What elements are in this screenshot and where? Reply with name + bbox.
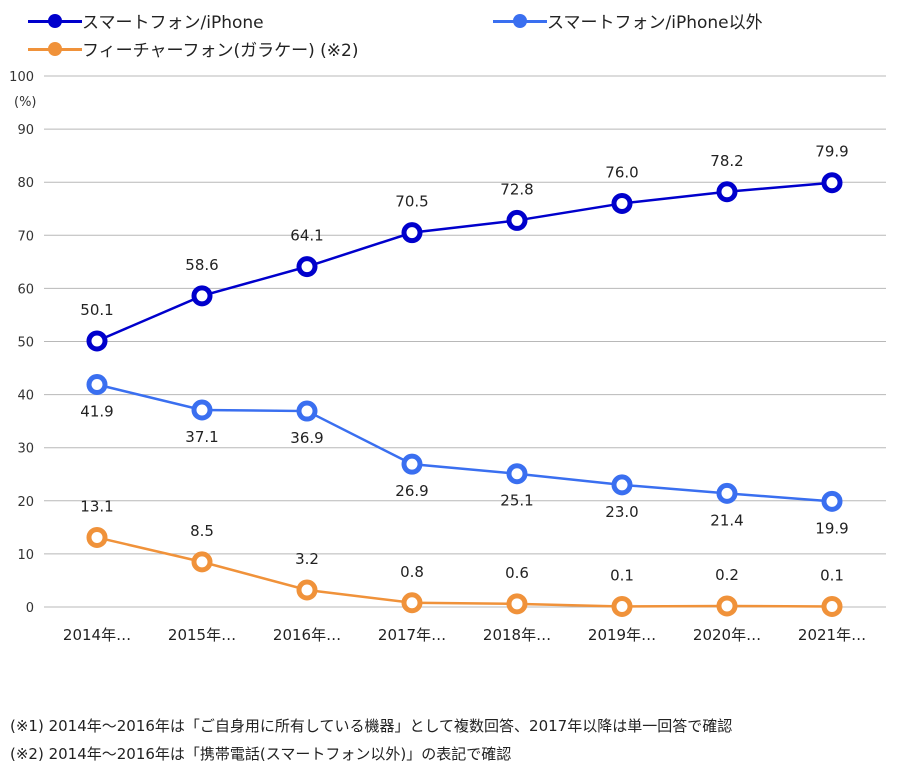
data-point: [296, 256, 318, 278]
data-point: [86, 526, 108, 548]
data-point: [401, 453, 423, 475]
footnotes: (※1) 2014年～2016年は「ご自身用に所有している機器」として複数回答、…: [10, 712, 732, 768]
x-tick-label: 2014年…: [63, 626, 131, 644]
data-label: 3.2: [295, 550, 319, 568]
data-point: [716, 181, 738, 203]
data-label: 78.2: [710, 152, 743, 170]
footnote-1: (※1) 2014年～2016年は「ご自身用に所有している機器」として複数回答、…: [10, 717, 733, 735]
legend-marker-iphone: [28, 11, 82, 31]
gridlines: [44, 75, 886, 608]
data-point: [296, 400, 318, 422]
data-label: 23.0: [605, 503, 638, 521]
series-2: 13.1 8.5 3.2 0.8 0.6 0.1 0.2 0.1: [80, 497, 844, 617]
series-line: [96, 181, 833, 343]
data-point: [821, 490, 843, 512]
series-line: [96, 383, 833, 503]
legend-label-feature-phone: フィーチャーフォン(ガラケー) (※2): [82, 41, 359, 61]
data-label: 8.5: [190, 522, 214, 540]
data-point: [86, 374, 108, 396]
y-tick-label: 80: [17, 176, 34, 191]
x-axis-ticks: 2014年… 2015年… 2016年… 2017年… 2018年… 2019年… 2020…: [63, 626, 866, 644]
data-point: [191, 399, 213, 421]
data-point: [821, 172, 843, 194]
y-tick-label: 10: [17, 548, 34, 563]
y-tick-label: 40: [17, 389, 34, 404]
data-label: 76.0: [605, 163, 638, 181]
y-tick-label: 0: [26, 601, 34, 616]
data-label: 26.9: [395, 482, 428, 500]
y-tick-label: 60: [17, 282, 34, 297]
data-label: 70.5: [395, 193, 428, 211]
data-point: [401, 222, 423, 244]
data-label: 37.1: [185, 428, 218, 446]
x-tick-label: 2020年…: [693, 626, 761, 644]
x-tick-label: 2015年…: [168, 626, 236, 644]
data-point: [611, 474, 633, 496]
data-point: [506, 209, 528, 231]
data-label: 13.1: [80, 497, 113, 515]
data-label: 19.9: [815, 519, 848, 537]
legend-item-iphone: スマートフォン/iPhone: [28, 8, 264, 33]
x-tick-label: 2021年…: [798, 626, 866, 644]
data-point: [716, 482, 738, 504]
data-point: [611, 192, 633, 214]
data-label: 72.8: [500, 180, 533, 198]
data-point: [191, 285, 213, 307]
y-tick-label: 90: [17, 123, 34, 138]
data-point: [506, 463, 528, 485]
data-label: 0.1: [610, 566, 634, 584]
x-tick-label: 2016年…: [273, 626, 341, 644]
legend: スマートフォン/iPhone スマートフォン/iPhone以外 フィーチャーフォ…: [28, 6, 888, 66]
x-tick-label: 2019年…: [588, 626, 656, 644]
y-tick-label: 50: [17, 336, 34, 351]
data-point: [401, 592, 423, 614]
series-line: [96, 536, 833, 608]
data-label: 36.9: [290, 429, 323, 447]
data-point: [296, 579, 318, 601]
data-point: [611, 595, 633, 617]
data-label: 64.1: [290, 227, 323, 245]
data-point: [506, 593, 528, 615]
series-0: 50.1 58.6 64.1 70.5 72.8 76.0 78.2 79.9: [80, 143, 849, 352]
y-tick-label: 30: [17, 442, 34, 457]
data-point: [191, 551, 213, 573]
legend-item-feature-phone: フィーチャーフォン(ガラケー) (※2): [28, 36, 358, 61]
data-label: 0.1: [820, 566, 844, 584]
data-label: 0.6: [505, 564, 529, 582]
y-tick-label: 100: [9, 70, 34, 85]
data-label: 58.6: [185, 256, 218, 274]
legend-label-non-iphone: スマートフォン/iPhone以外: [547, 13, 763, 33]
data-point: [716, 595, 738, 617]
series-group: 50.1 58.6 64.1 70.5 72.8 76.0 78.2 79.9 41.9 37.1…: [80, 143, 849, 617]
y-axis-unit: (%): [14, 95, 37, 110]
data-label: 0.2: [715, 566, 739, 584]
legend-marker-non-iphone: [493, 11, 547, 31]
data-label: 41.9: [80, 403, 113, 421]
data-label: 50.1: [80, 301, 113, 319]
series-1: 41.9 37.1 36.9 26.9 25.1 23.0 21.4 19.9: [80, 374, 849, 537]
y-tick-label: 70: [17, 229, 34, 244]
data-label: 0.8: [400, 563, 424, 581]
legend-label-iphone: スマートフォン/iPhone: [82, 13, 264, 33]
data-label: 21.4: [710, 511, 743, 529]
y-tick-label: 20: [17, 495, 34, 510]
footnote-2: (※2) 2014年～2016年は「携帯電話(スマートフォン以外)」の表記で確認: [10, 745, 512, 763]
legend-item-non-iphone: スマートフォン/iPhone以外: [493, 8, 763, 33]
data-label: 25.1: [500, 492, 533, 510]
data-point: [821, 595, 843, 617]
x-tick-label: 2018年…: [483, 626, 551, 644]
x-tick-label: 2017年…: [378, 626, 446, 644]
y-axis-ticks: 0 10 20 30 40 50 60 70 80 90 100: [9, 70, 34, 616]
legend-marker-feature-phone: [28, 39, 82, 59]
data-label: 79.9: [815, 143, 848, 161]
data-point: [86, 330, 108, 352]
